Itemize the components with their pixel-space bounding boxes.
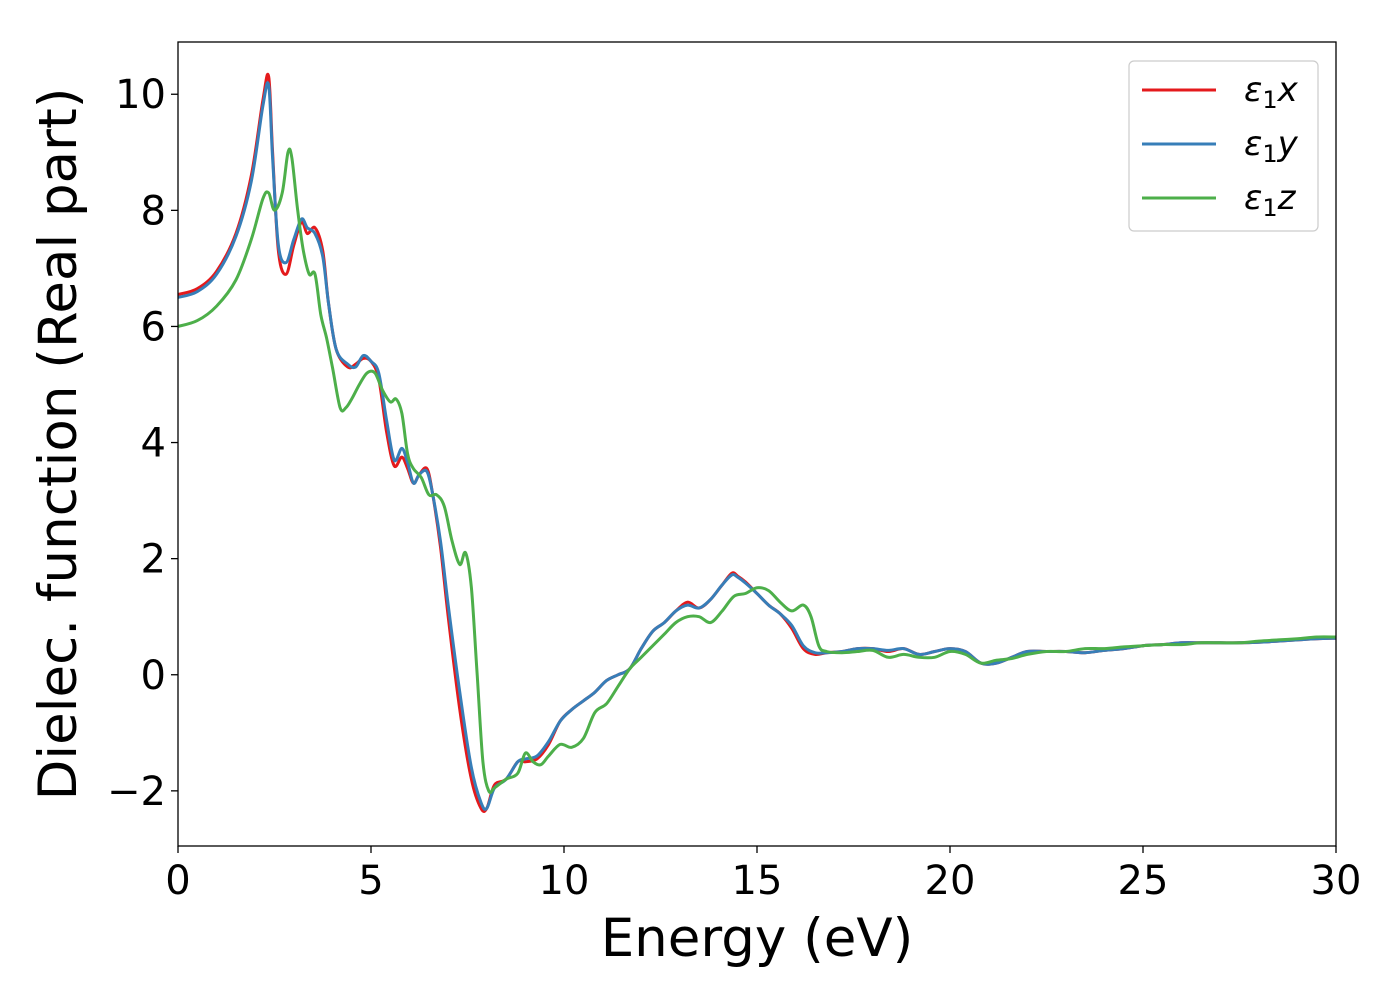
series-line-2: [178, 81, 1336, 811]
y-tick-label: −2: [107, 769, 166, 815]
x-tick-label: 0: [165, 858, 190, 904]
y-tick-label: 6: [141, 304, 166, 350]
x-tick-label: 10: [539, 858, 590, 904]
y-tick-label: 2: [141, 537, 166, 583]
legend-box: [1128, 60, 1319, 232]
x-axis-title: Energy (eV): [601, 908, 914, 969]
y-axis: −2 0 2 4 6 8 10: [107, 72, 178, 815]
x-tick-label: 25: [1118, 858, 1169, 904]
legend-label-2: ε1y: [1244, 124, 1299, 168]
y-tick-label: 8: [141, 188, 166, 234]
x-tick-label: 15: [732, 858, 783, 904]
legend-label-3: ε1z: [1244, 178, 1297, 222]
legend: ε1x ε1y ε1z: [1128, 60, 1319, 232]
x-tick-label: 30: [1311, 858, 1362, 904]
legend-label-1: ε1x: [1244, 70, 1299, 114]
x-tick-label: 20: [925, 858, 976, 904]
y-tick-label: 10: [115, 72, 166, 118]
x-tick-label: 5: [358, 858, 383, 904]
y-axis-title: Dielec. function (Real part): [28, 88, 89, 801]
y-tick-label: 0: [141, 653, 166, 699]
series-line-3: [178, 147, 1336, 795]
y-tick-label: 4: [141, 421, 166, 467]
x-axis: 0 5 10 15 20 25 30: [165, 846, 1361, 904]
series-layer: [178, 72, 1336, 814]
